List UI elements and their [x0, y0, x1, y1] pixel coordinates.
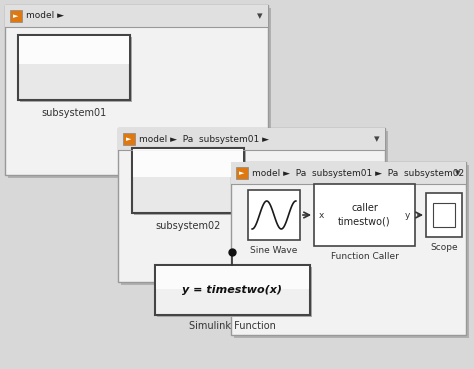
Text: ►: ► [13, 13, 18, 19]
Bar [121, 131, 388, 285]
Text: ►: ► [126, 136, 132, 142]
Bar [5, 5, 268, 175]
Text: caller: caller [351, 203, 378, 213]
Bar [157, 267, 312, 317]
Text: ▾: ▾ [455, 168, 461, 178]
Bar [234, 165, 469, 338]
Text: model ►: model ► [26, 11, 64, 21]
Text: x: x [319, 210, 324, 220]
Text: ▾: ▾ [374, 134, 380, 144]
Text: Sine Wave: Sine Wave [250, 246, 298, 255]
Text: subsystem01: subsystem01 [41, 108, 107, 118]
Text: Function Caller: Function Caller [330, 252, 399, 261]
Bar [19, 36, 129, 64]
Bar [314, 184, 415, 246]
Text: model ►  Pa  subsystem01 ►: model ► Pa subsystem01 ► [139, 134, 269, 144]
Bar [20, 37, 132, 102]
Bar [132, 148, 244, 213]
Text: y: y [405, 210, 410, 220]
Text: ▾: ▾ [257, 11, 263, 21]
Text: timestwo(): timestwo() [338, 217, 391, 227]
Bar [8, 8, 271, 178]
Bar [426, 193, 462, 237]
Bar [231, 162, 466, 335]
Bar [155, 265, 310, 315]
Bar [133, 149, 243, 177]
Bar [248, 190, 300, 240]
Bar [123, 133, 135, 145]
Bar [18, 35, 130, 100]
Text: y = timestwo(x): y = timestwo(x) [182, 285, 283, 295]
Bar [156, 266, 309, 289]
Bar [231, 162, 466, 184]
Bar [5, 5, 268, 27]
Bar [433, 203, 455, 227]
Text: Simulink Function: Simulink Function [189, 321, 276, 331]
Bar [134, 150, 246, 215]
Bar [118, 128, 385, 282]
Text: Scope: Scope [430, 243, 458, 252]
Bar [10, 10, 22, 22]
Text: ►: ► [239, 170, 245, 176]
Text: subsystem02: subsystem02 [155, 221, 221, 231]
Text: model ►  Pa  subsystem01 ►  Pa  subsystem02: model ► Pa subsystem01 ► Pa subsystem02 [252, 169, 464, 177]
Bar [118, 128, 385, 150]
Bar [236, 167, 248, 179]
